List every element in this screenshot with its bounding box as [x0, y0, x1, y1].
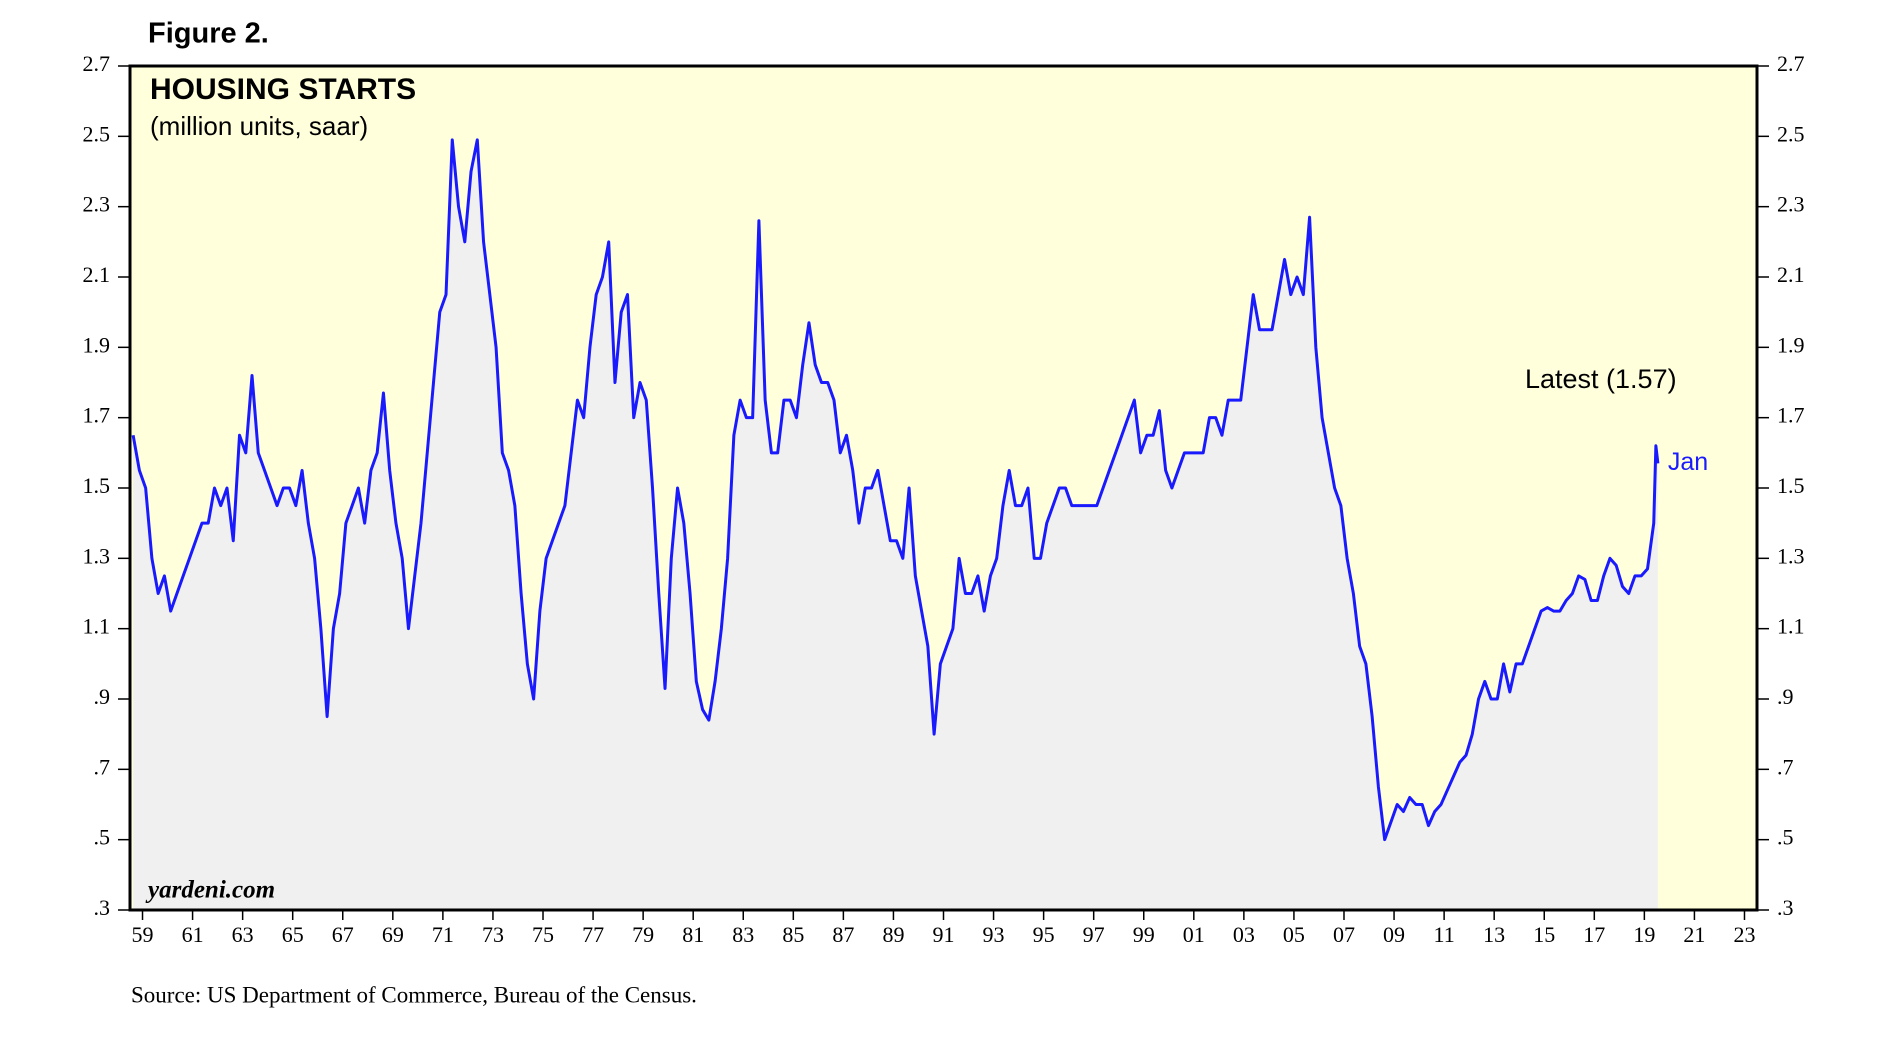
- y-tick-label: 1.7: [83, 403, 111, 428]
- y2-tick-label: 1.9: [1777, 332, 1805, 357]
- x-tick-label: 61: [182, 922, 204, 947]
- y2-tick-label: .5: [1777, 825, 1794, 850]
- y-tick-label: .9: [94, 684, 111, 709]
- x-tick-label: 69: [382, 922, 404, 947]
- y2-tick-label: .3: [1777, 895, 1794, 920]
- x-tick-label: 99: [1133, 922, 1155, 947]
- x-tick-label: 63: [232, 922, 254, 947]
- annotation: Latest (1.57): [1525, 364, 1677, 394]
- x-tick-label: 21: [1683, 922, 1705, 947]
- y-tick-label: 2.5: [83, 121, 111, 146]
- axes-layer: .3 .3 .5 .5 .7 .7 .9 .9 1.1 1.1 1.3 1.3 1.5 1.5 1.7 1.7…: [83, 51, 1805, 947]
- y-tick-label: 2.1: [83, 262, 111, 287]
- x-tick-label: 11: [1434, 922, 1455, 947]
- x-tick-label: 07: [1333, 922, 1355, 947]
- x-tick-label: 93: [983, 922, 1005, 947]
- watermark: yardeni.com: [145, 877, 275, 904]
- y2-tick-label: .9: [1777, 684, 1794, 709]
- x-tick-label: 75: [532, 922, 554, 947]
- y-tick-label: 1.3: [83, 543, 111, 568]
- x-tick-label: 17: [1583, 922, 1605, 947]
- y2-tick-label: 2.7: [1777, 51, 1805, 76]
- x-tick-label: 73: [482, 922, 504, 947]
- x-tick-label: 09: [1383, 922, 1405, 947]
- x-tick-label: 19: [1633, 922, 1655, 947]
- y-tick-label: .5: [94, 825, 111, 850]
- x-tick-label: 23: [1733, 922, 1755, 947]
- chart-subtitle: (million units, saar): [150, 111, 368, 141]
- x-tick-label: 77: [582, 922, 604, 947]
- y-tick-label: .7: [94, 754, 111, 779]
- y2-tick-label: 2.1: [1777, 262, 1805, 287]
- x-tick-label: 85: [782, 922, 804, 947]
- area: [133, 139, 1658, 911]
- figure-label: Figure 2.: [148, 18, 269, 50]
- end-label: Jan: [1668, 448, 1708, 476]
- source: Source: US Department of Commerce, Burea…: [131, 982, 697, 1007]
- y2-tick-label: .7: [1777, 754, 1794, 779]
- x-tick-label: 59: [132, 922, 154, 947]
- chart-title: HOUSING STARTS: [150, 73, 416, 106]
- x-tick-label: 15: [1533, 922, 1555, 947]
- y2-tick-label: 2.3: [1777, 192, 1805, 217]
- x-tick-label: 81: [682, 922, 704, 947]
- y-tick-label: 2.3: [83, 192, 111, 217]
- y-tick-label: 1.5: [83, 473, 111, 498]
- x-tick-label: 83: [732, 922, 754, 947]
- y2-tick-label: 1.5: [1777, 473, 1805, 498]
- y-tick-label: .3: [94, 895, 111, 920]
- x-tick-label: 91: [933, 922, 955, 947]
- x-tick-label: 01: [1183, 922, 1205, 947]
- line: [131, 138, 1660, 842]
- x-tick-label: 71: [432, 922, 454, 947]
- x-tick-label: 79: [632, 922, 654, 947]
- y2-tick-label: 2.5: [1777, 121, 1805, 146]
- x-tick-label: 97: [1083, 922, 1105, 947]
- y2-tick-label: 1.1: [1777, 614, 1805, 639]
- y2-tick-label: 1.3: [1777, 543, 1805, 568]
- x-tick-label: 67: [332, 922, 354, 947]
- area-layer: [133, 139, 1658, 911]
- line-layer: [131, 138, 1660, 842]
- y-tick-label: 1.9: [83, 332, 111, 357]
- y-tick-label: 1.1: [83, 614, 111, 639]
- x-tick-label: 13: [1483, 922, 1505, 947]
- y2-tick-label: 1.7: [1777, 403, 1805, 428]
- y-tick-label: 2.7: [83, 51, 111, 76]
- x-tick-label: 87: [832, 922, 854, 947]
- x-tick-label: 95: [1033, 922, 1055, 947]
- x-tick-label: 03: [1233, 922, 1255, 947]
- x-tick-label: 05: [1283, 922, 1305, 947]
- x-tick-label: 65: [282, 922, 304, 947]
- x-tick-label: 89: [882, 922, 904, 947]
